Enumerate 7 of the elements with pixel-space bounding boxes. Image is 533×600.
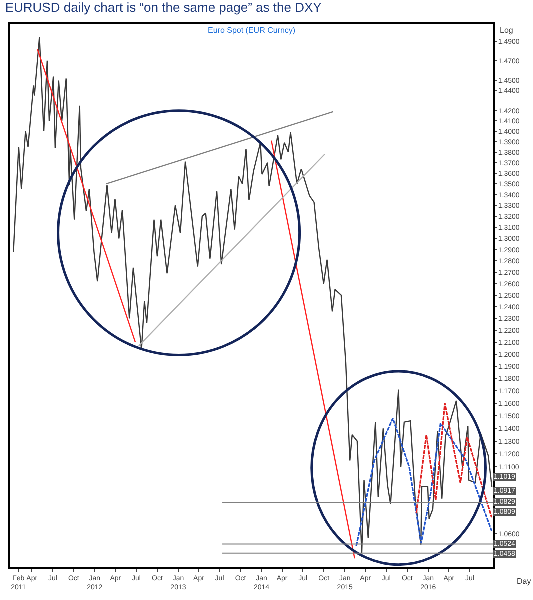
line-series (13, 36, 493, 554)
line-series (416, 402, 493, 518)
y-axis-title: Log (500, 26, 514, 35)
line-series (356, 418, 493, 548)
chart-subtitle: Euro Spot (EUR Curncy) (208, 26, 296, 35)
text: Day (517, 577, 532, 586)
chart-title: EURUSD daily chart is “on the same page” as the DXY (5, 0, 322, 16)
